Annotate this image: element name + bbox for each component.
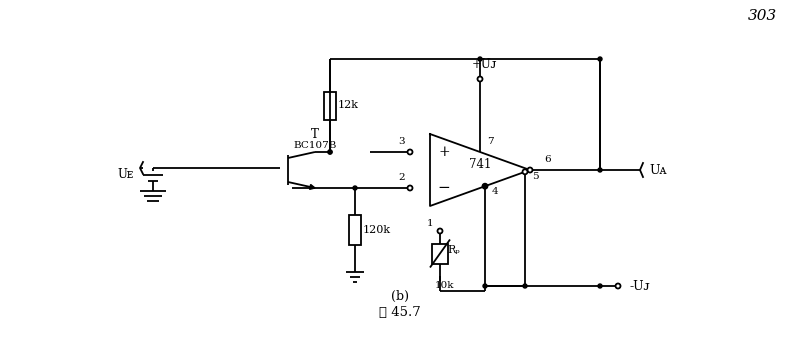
Bar [432, 244, 448, 263]
Text: +Uᴊ: +Uᴊ [472, 58, 498, 72]
Text: T: T [311, 127, 319, 141]
Circle shape [328, 150, 332, 154]
Text: 741: 741 [469, 158, 491, 171]
Circle shape [328, 150, 332, 154]
Text: 4: 4 [492, 187, 498, 196]
Circle shape [527, 167, 533, 172]
Circle shape [522, 169, 527, 174]
Text: -Uᴊ: -Uᴊ [630, 280, 650, 292]
Bar [324, 91, 336, 120]
Text: Uᴀ: Uᴀ [649, 164, 667, 177]
Circle shape [598, 284, 602, 288]
Text: 2: 2 [398, 173, 406, 183]
Polygon shape [310, 184, 315, 189]
Circle shape [353, 186, 357, 190]
Text: −: − [438, 181, 450, 195]
Text: 12k: 12k [338, 101, 358, 110]
Text: 图 45.7: 图 45.7 [379, 306, 421, 319]
Circle shape [478, 57, 482, 61]
Circle shape [523, 284, 527, 288]
Circle shape [482, 184, 487, 189]
Text: Uᴇ: Uᴇ [118, 169, 134, 182]
Circle shape [407, 149, 413, 154]
Text: 303: 303 [747, 9, 777, 23]
Text: Rₚ: Rₚ [448, 246, 460, 256]
Circle shape [407, 185, 413, 190]
Circle shape [483, 184, 487, 188]
Text: 6: 6 [545, 155, 551, 165]
Bar [349, 215, 361, 245]
Text: 120k: 120k [363, 225, 391, 235]
Circle shape [483, 284, 487, 288]
Circle shape [615, 284, 621, 289]
Circle shape [598, 168, 602, 172]
Text: 7: 7 [486, 137, 494, 147]
Text: 1: 1 [426, 218, 434, 228]
Text: 3: 3 [398, 137, 406, 147]
Circle shape [438, 228, 442, 234]
Text: BC107B: BC107B [294, 141, 337, 149]
Text: +: + [438, 145, 450, 159]
Circle shape [598, 57, 602, 61]
Text: 5: 5 [532, 172, 538, 181]
Circle shape [478, 76, 482, 81]
Text: (b): (b) [391, 290, 409, 303]
Text: 10k: 10k [435, 281, 454, 291]
